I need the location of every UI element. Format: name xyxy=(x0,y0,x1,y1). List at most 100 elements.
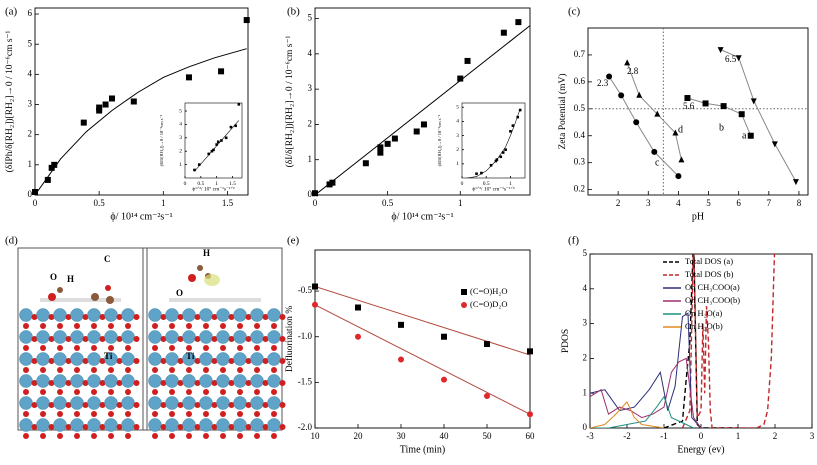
o-atom xyxy=(194,358,201,364)
marker xyxy=(527,411,533,418)
ti-atom xyxy=(121,374,135,388)
x-tick-label: 40 xyxy=(440,431,450,441)
ti-atom xyxy=(19,352,33,366)
atom-label: H xyxy=(203,248,210,258)
ti-atom xyxy=(121,396,135,410)
o-atom xyxy=(125,433,131,439)
o-atom xyxy=(177,402,184,408)
o-atom xyxy=(203,389,209,395)
ti-atom xyxy=(267,374,281,388)
o-atom xyxy=(211,314,218,320)
marker xyxy=(684,95,691,102)
ti-atom xyxy=(36,330,50,344)
ti-atom xyxy=(104,374,118,388)
marker xyxy=(494,159,498,163)
o-atom xyxy=(254,411,260,417)
o-atom xyxy=(237,389,243,395)
x-tick-label: 7 xyxy=(767,198,772,208)
x-tick-label: 2 xyxy=(773,431,778,441)
o-atom xyxy=(133,402,140,408)
ti-atom xyxy=(87,396,101,410)
o-atom xyxy=(211,380,218,386)
o-atom xyxy=(177,314,184,320)
o-atom xyxy=(108,345,114,351)
o-atom xyxy=(125,323,131,329)
o-atom xyxy=(220,367,226,373)
o-atom xyxy=(169,389,175,395)
fit-line xyxy=(315,286,530,356)
ti-atom xyxy=(53,418,67,432)
o-atom xyxy=(177,358,184,364)
o-atom xyxy=(82,402,89,408)
o-atom xyxy=(271,367,277,373)
o-atom xyxy=(152,323,158,329)
plot-frame xyxy=(587,27,809,196)
o-atom xyxy=(203,411,209,417)
o-atom xyxy=(228,314,235,320)
marker xyxy=(391,135,398,142)
o-atom xyxy=(186,411,192,417)
ti-atom xyxy=(36,374,50,388)
ti-atom xyxy=(148,308,162,322)
plot-frame xyxy=(589,253,813,429)
x-tick-label: -2 xyxy=(623,431,631,441)
marker xyxy=(420,121,427,128)
o-atom xyxy=(271,345,277,351)
marker xyxy=(216,140,220,144)
marker xyxy=(312,283,318,290)
ti-atom xyxy=(36,352,50,366)
o-atom xyxy=(99,358,106,364)
o-atom xyxy=(48,336,55,342)
o-atom xyxy=(133,380,140,386)
x-tick-label: 60 xyxy=(526,431,536,441)
ti-atom xyxy=(70,374,84,388)
x-tick-label: 1 xyxy=(161,198,166,208)
ti-atom xyxy=(19,308,33,322)
o-atom xyxy=(228,402,235,408)
o-atom xyxy=(125,367,131,373)
o-atom xyxy=(40,433,46,439)
o-atom xyxy=(177,380,184,386)
o-atom xyxy=(220,411,226,417)
atoms xyxy=(19,265,286,439)
o-atom xyxy=(160,358,167,364)
x-tick-label: 0 xyxy=(33,198,38,208)
o-atom xyxy=(279,380,286,386)
y-tick-label: 5 xyxy=(28,38,33,48)
o-atom xyxy=(160,424,167,430)
x-tick-label: 20 xyxy=(354,431,364,441)
marker xyxy=(750,98,757,105)
ti-atom xyxy=(165,396,179,410)
y-axis-label: PDOS xyxy=(561,329,571,353)
o-atom xyxy=(23,389,29,395)
fit-line xyxy=(315,25,530,195)
o-atom xyxy=(40,389,46,395)
marker xyxy=(500,29,507,36)
o-atom xyxy=(116,380,123,386)
series-line xyxy=(681,254,776,428)
o-atom xyxy=(211,402,218,408)
ti-atom xyxy=(199,396,213,410)
y-tick-label: 0.7 xyxy=(574,49,586,59)
o-atom xyxy=(254,433,260,439)
o-atom xyxy=(262,380,269,386)
o-atom xyxy=(57,345,63,351)
x-tick-label: 0 xyxy=(184,181,187,187)
y-axis-label: (δI/δ[RH₂])→0 / 10⁻⁶cm s⁻¹ xyxy=(437,114,442,166)
adsorbate-atom xyxy=(91,293,99,301)
ti-atom xyxy=(148,352,162,366)
marker xyxy=(504,148,507,151)
marker xyxy=(102,101,109,108)
o-atom xyxy=(108,433,114,439)
o-atom xyxy=(237,345,243,351)
marker xyxy=(702,100,709,107)
y-tick-label: 0.2 xyxy=(574,184,585,194)
o-atom xyxy=(116,358,123,364)
atom-label: C xyxy=(104,254,111,264)
o-atom xyxy=(245,336,252,342)
o-atom xyxy=(57,411,63,417)
o-atom xyxy=(254,367,260,373)
atom-label: O xyxy=(50,272,57,282)
o-atom xyxy=(31,424,38,430)
ti-atom xyxy=(182,330,196,344)
